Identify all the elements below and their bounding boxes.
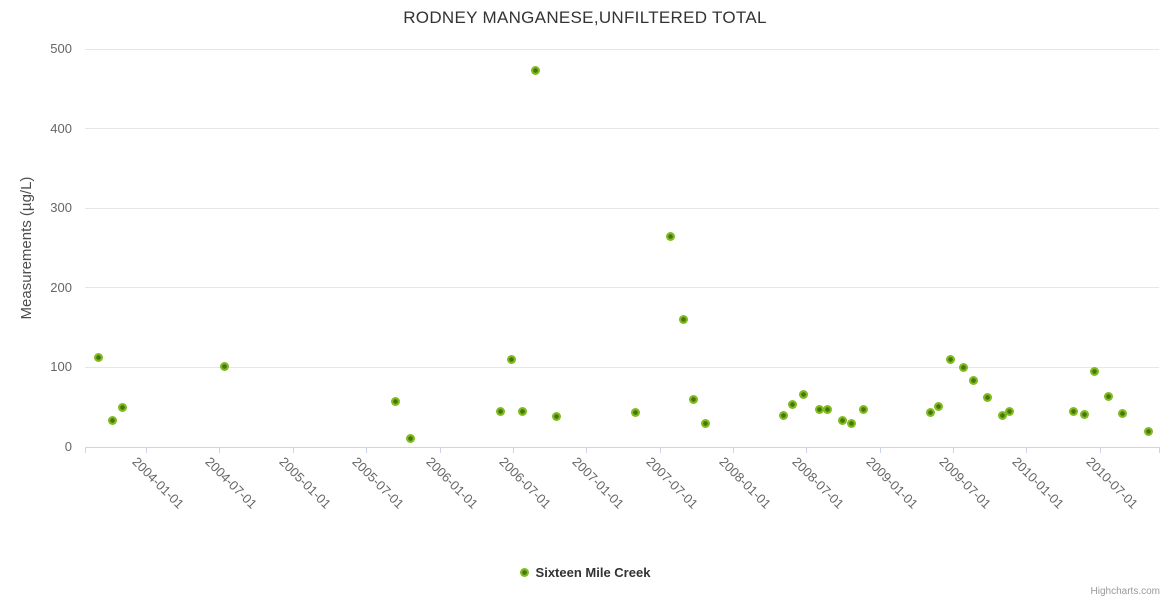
data-point[interactable]: [1118, 409, 1128, 419]
x-axis-label: 2007-01-01: [569, 454, 628, 512]
x-axis-tick: [85, 447, 86, 453]
data-point[interactable]: [391, 397, 401, 407]
data-point[interactable]: [983, 393, 993, 403]
gridline: [85, 207, 1159, 209]
x-axis-tick: [806, 447, 808, 453]
data-point[interactable]: [678, 315, 688, 325]
x-axis-label: 2007-07-01: [642, 454, 701, 512]
x-axis-tick: [732, 447, 734, 453]
x-axis-tick: [879, 447, 881, 453]
highcharts-credits-link[interactable]: Highcharts.com: [1090, 586, 1160, 597]
x-axis-label: 2010-07-01: [1083, 454, 1141, 512]
data-point[interactable]: [107, 416, 117, 426]
gridline: [85, 48, 1159, 50]
x-axis-label: 2006-01-01: [422, 454, 481, 512]
data-point[interactable]: [506, 354, 516, 364]
x-axis-tick: [146, 447, 148, 453]
y-axis-label: 0: [64, 439, 72, 454]
data-point[interactable]: [1079, 409, 1089, 419]
data-point[interactable]: [823, 405, 833, 415]
data-point[interactable]: [838, 416, 848, 426]
legend-item-sixteen-mile-creek[interactable]: Sixteen Mile Creek: [519, 564, 651, 580]
x-axis-label: 2006-07-01: [496, 454, 554, 512]
x-axis-label: 2008-07-01: [789, 454, 848, 512]
data-point[interactable]: [946, 354, 956, 364]
data-point[interactable]: [1144, 426, 1154, 436]
y-axis-title: Measurements (µg/L): [18, 176, 35, 320]
x-axis-tick: [659, 447, 661, 453]
data-point[interactable]: [552, 412, 562, 422]
data-point[interactable]: [518, 407, 527, 417]
x-axis-label: 2004-01-01: [129, 454, 188, 512]
x-axis-label: 2004-07-01: [202, 454, 261, 512]
x-axis-tick: [1099, 447, 1101, 453]
x-axis-tick: [219, 447, 221, 453]
data-point[interactable]: [94, 352, 104, 362]
x-axis-tick: [512, 447, 514, 453]
data-point[interactable]: [1005, 406, 1015, 416]
y-axis-label: 200: [50, 279, 72, 295]
y-axis-label: 100: [50, 359, 72, 375]
x-axis-tick: [1159, 447, 1160, 453]
data-point[interactable]: [1069, 407, 1079, 417]
x-axis-tick: [439, 447, 441, 453]
data-point[interactable]: [969, 375, 979, 385]
data-point[interactable]: [799, 389, 809, 399]
data-point[interactable]: [787, 400, 797, 410]
x-axis-label: 2005-01-01: [276, 454, 334, 512]
data-point[interactable]: [117, 402, 127, 412]
data-point[interactable]: [815, 405, 825, 415]
data-point[interactable]: [700, 418, 710, 428]
chart-title: RODNEY MANGANESE,UNFILTERED TOTAL: [403, 8, 767, 27]
data-point[interactable]: [1104, 392, 1114, 402]
data-point[interactable]: [779, 411, 789, 421]
data-point[interactable]: [689, 394, 699, 404]
data-point[interactable]: [998, 411, 1008, 421]
x-axis-line: [85, 447, 1160, 448]
data-point[interactable]: [531, 65, 541, 75]
x-axis-label: 2010-01-01: [1009, 454, 1068, 512]
data-point[interactable]: [406, 433, 416, 443]
gridline: [85, 128, 1159, 130]
data-point[interactable]: [859, 405, 869, 415]
data-point[interactable]: [847, 418, 857, 428]
x-axis-tick: [366, 447, 368, 453]
data-point[interactable]: [630, 408, 640, 418]
data-point[interactable]: [925, 408, 935, 418]
x-axis-label: 2008-01-01: [716, 454, 774, 512]
data-point[interactable]: [1090, 366, 1100, 376]
data-point[interactable]: [665, 231, 675, 241]
data-point[interactable]: [933, 401, 943, 411]
legend: Sixteen Mile Creek: [0, 562, 1170, 582]
x-axis-tick: [292, 447, 294, 453]
gridline: [85, 287, 1159, 289]
y-axis-label: 300: [50, 200, 72, 216]
legend-item-label: Sixteen Mile Creek: [535, 564, 651, 580]
x-axis-label: 2009-01-01: [862, 454, 921, 512]
data-point[interactable]: [495, 407, 505, 417]
y-axis-label: 500: [50, 41, 72, 56]
x-axis-label: 2005-07-01: [349, 454, 408, 512]
x-axis-tick: [952, 447, 954, 453]
legend-marker-icon: [519, 567, 529, 577]
y-axis-label: 400: [50, 120, 72, 136]
x-axis-tick: [586, 447, 588, 453]
gridline: [85, 366, 1159, 368]
x-axis-label: 2009-07-01: [936, 454, 994, 512]
data-point[interactable]: [959, 362, 969, 372]
data-point[interactable]: [219, 362, 229, 372]
x-axis-tick: [1026, 447, 1028, 453]
